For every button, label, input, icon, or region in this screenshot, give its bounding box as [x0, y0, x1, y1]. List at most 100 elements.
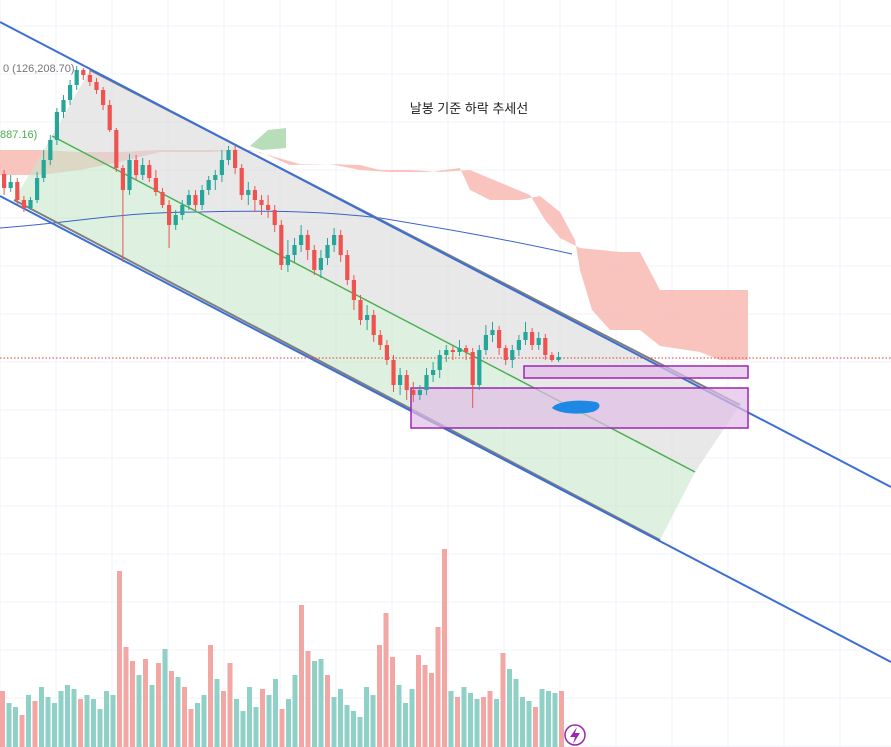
candle-body: [233, 150, 238, 168]
candle-body: [259, 200, 264, 205]
volume-bar: [156, 663, 161, 747]
volume-bar: [279, 709, 285, 747]
volume-bar: [39, 687, 44, 747]
volume-bar: [162, 649, 168, 747]
candle-body: [483, 335, 488, 350]
volume-bar: [273, 679, 278, 747]
candle-body: [48, 140, 53, 160]
candle-body: [173, 215, 178, 225]
ichimoku-cloud-bullish: [250, 128, 286, 150]
candle-body: [134, 160, 139, 175]
volume-bar: [130, 661, 135, 747]
candle-body: [107, 105, 112, 130]
candle-body: [101, 90, 106, 105]
volume-bar: [110, 695, 116, 747]
volume-bar: [520, 697, 525, 747]
volume-bar: [214, 679, 220, 747]
volume-bar: [390, 657, 395, 747]
candlesticks: [1, 66, 561, 408]
lightning-icon[interactable]: [564, 724, 586, 746]
candle-body: [81, 70, 86, 75]
candle-body: [530, 332, 535, 345]
candle-body: [61, 100, 66, 112]
candle-body: [226, 150, 231, 160]
volume-bar: [429, 673, 434, 747]
volume-bar: [409, 689, 415, 747]
candle-body: [536, 338, 541, 345]
volume-bar: [149, 685, 155, 747]
volume-bar: [494, 699, 499, 747]
candle-body: [543, 338, 548, 355]
volume-bar: [58, 691, 64, 747]
moving-average-line: [0, 210, 573, 255]
candle-body: [193, 195, 198, 205]
volume-bar: [221, 691, 226, 747]
candle-body: [391, 360, 396, 385]
volume-bar: [175, 677, 181, 747]
candle-body: [338, 235, 343, 255]
volume-bar: [507, 669, 512, 747]
volume-bar: [65, 685, 70, 747]
volume-bar: [299, 605, 304, 747]
volume-bar: [383, 613, 389, 747]
candle-body: [477, 350, 482, 385]
candle-body: [35, 178, 40, 200]
candle-body: [1, 174, 7, 188]
blue-marker: [552, 400, 600, 414]
candle-body: [378, 335, 383, 345]
volume-bar: [552, 693, 558, 747]
volume-bar: [448, 691, 454, 747]
volume-bar: [26, 695, 31, 747]
volume-bars: [0, 549, 564, 747]
volume-bar: [474, 699, 480, 747]
volume-bar: [305, 651, 311, 747]
volume-bar: [240, 711, 246, 747]
candle-body: [444, 350, 449, 355]
candle-body: [54, 112, 59, 140]
volume-bar: [195, 703, 200, 747]
volume-bar: [546, 691, 551, 747]
volume-bar: [253, 707, 259, 747]
candle-body: [127, 160, 132, 190]
candle-body: [299, 235, 304, 245]
low-price-label: 887.16): [0, 129, 37, 141]
volume-bar: [97, 709, 103, 747]
candle-body: [186, 195, 191, 205]
candle-body: [147, 165, 152, 178]
volume-bar: [481, 697, 486, 747]
candle-body: [8, 182, 13, 188]
candle-body: [206, 180, 211, 190]
volume-bar: [396, 685, 402, 747]
candle-body: [523, 332, 528, 340]
volume-bar: [286, 699, 291, 747]
volume-bar: [338, 689, 343, 747]
candle-body: [312, 250, 317, 270]
candle-body: [219, 160, 224, 175]
candle-body: [167, 205, 172, 225]
candle-body: [411, 390, 416, 395]
candle-body: [510, 350, 515, 360]
volume-bar: [117, 571, 122, 747]
candle-body: [450, 350, 455, 352]
volume-bar: [143, 659, 148, 747]
channel-lower-fill: [14, 136, 695, 540]
volume-bar: [6, 703, 12, 747]
candle-body: [516, 340, 521, 350]
volume-bar: [500, 653, 506, 747]
candle-body: [437, 355, 442, 370]
volume-bar: [71, 689, 77, 747]
volume-bar: [331, 697, 337, 747]
candle-body: [272, 210, 277, 225]
candle-body: [549, 355, 554, 360]
volume-bar: [357, 717, 363, 747]
volume-bar: [52, 703, 57, 747]
candle-body: [431, 370, 436, 375]
candle-body: [325, 245, 330, 258]
candle-body: [371, 315, 376, 335]
candle-body: [404, 375, 409, 390]
volume-bar: [19, 715, 25, 747]
candle-body: [556, 357, 561, 360]
volume-bar: [201, 695, 207, 747]
candle-body: [68, 85, 73, 100]
